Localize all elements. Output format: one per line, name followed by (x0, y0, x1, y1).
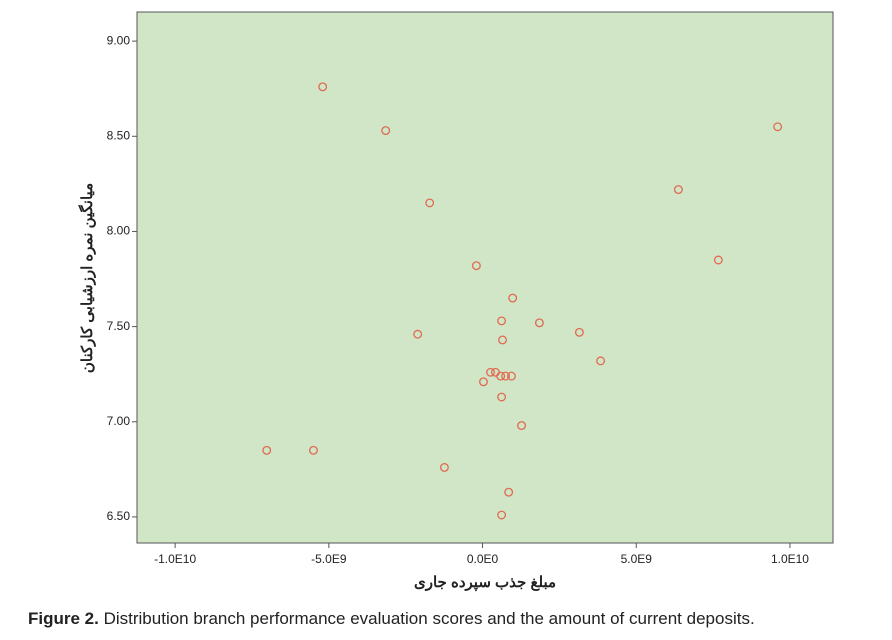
x-tick-label: -5.0E9 (311, 552, 347, 566)
x-tick-label: 0.0E0 (467, 552, 499, 566)
point (497, 510, 507, 520)
y-tick-label: 9.00 (107, 33, 131, 47)
point (479, 377, 488, 387)
point (673, 185, 683, 195)
point (413, 329, 423, 339)
point (574, 327, 584, 337)
point (497, 316, 507, 326)
point (381, 126, 391, 136)
point (318, 82, 328, 92)
x-tick-label: -1.0E10 (154, 552, 196, 566)
point (496, 371, 506, 381)
point (504, 487, 514, 497)
y-tick-label: 7.00 (107, 414, 131, 428)
caption-label: Figure 2. (28, 609, 99, 628)
point (534, 318, 544, 328)
point (773, 122, 783, 132)
point (471, 261, 481, 271)
y-axis-label: میانگین نمره ارزشیابی کارکنان (78, 183, 96, 373)
point (713, 255, 723, 265)
point (439, 462, 449, 472)
point (425, 198, 435, 208)
point (497, 392, 507, 402)
x-tick-label: 5.0E9 (621, 552, 653, 566)
y-tick-label: 8.50 (107, 128, 131, 142)
point (517, 421, 527, 431)
point (262, 445, 272, 455)
plot-area (136, 11, 834, 544)
point (506, 371, 516, 381)
point (501, 371, 511, 381)
point (498, 335, 507, 345)
y-tick-label: 7.50 (107, 319, 131, 333)
x-tick-label: 1.0E10 (771, 552, 809, 566)
point (508, 293, 518, 303)
point (596, 356, 606, 366)
point (486, 367, 495, 377)
caption: Figure 2. Distribution branch performanc… (28, 609, 755, 628)
x-axis-label: مبلغ جذب سپرده جاری (414, 574, 556, 592)
y-tick-label: 6.50 (107, 509, 131, 523)
caption-text: Distribution branch performance evaluati… (104, 609, 755, 628)
point (309, 445, 318, 455)
y-tick-label: 8.00 (107, 224, 131, 238)
